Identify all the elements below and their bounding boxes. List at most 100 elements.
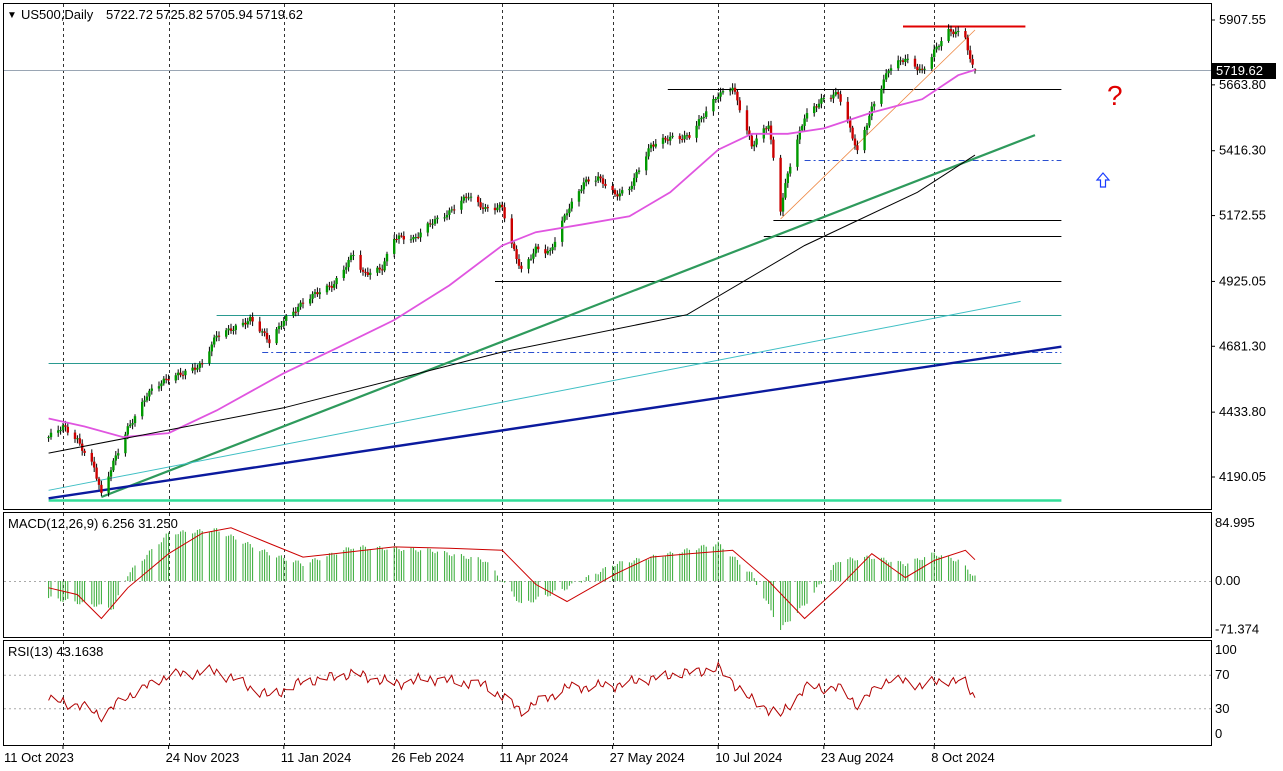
candle-body — [275, 329, 278, 344]
candle-body — [695, 125, 698, 138]
candle-body — [628, 188, 631, 191]
candle-body — [599, 176, 602, 179]
rsi-indicator — [4, 661, 1211, 723]
candle-body — [496, 207, 499, 211]
price-axis-label: 5907.55 — [1219, 12, 1266, 27]
candle-body — [414, 237, 417, 239]
candle-body — [685, 135, 689, 137]
candle-body — [462, 196, 465, 201]
candle-body — [577, 191, 581, 202]
ohlc-high: 5725.82 — [156, 7, 203, 22]
main-panel-frame — [3, 3, 1212, 510]
candle-body — [179, 372, 182, 375]
candle-body — [393, 238, 396, 254]
candle-body — [755, 138, 758, 145]
candle-body — [448, 210, 451, 215]
candle-body — [901, 60, 905, 63]
candle-body — [299, 302, 302, 307]
candle-body — [292, 311, 295, 316]
candle-body — [935, 46, 938, 50]
candle-body — [301, 302, 305, 304]
candle-body — [697, 119, 701, 126]
candle-body — [409, 239, 413, 241]
candle-body — [201, 363, 204, 365]
candle-body — [834, 92, 837, 95]
candle-body — [184, 370, 187, 376]
candle-body — [503, 207, 506, 219]
candle-body — [851, 127, 854, 139]
macd-signal-line — [48, 527, 976, 620]
candle-body — [64, 425, 67, 427]
candle-body — [369, 272, 372, 275]
candle-body — [285, 315, 288, 321]
candle-body — [364, 271, 367, 273]
date-axis-label: 8 Oct 2024 — [931, 750, 995, 765]
candle-body — [261, 331, 264, 333]
trendline — [48, 345, 1062, 500]
candle-body — [481, 207, 485, 209]
candle-body — [954, 31, 957, 35]
candle-body — [318, 292, 321, 295]
candle-body — [822, 97, 825, 99]
candle-body — [563, 215, 566, 221]
trendline — [780, 29, 976, 220]
candle-body — [97, 478, 101, 485]
candle-body — [167, 379, 170, 381]
macd-label: MACD(12,26,9) 6.256 31.250 — [8, 516, 178, 531]
candle-body — [585, 179, 588, 183]
price-axis-label: 4433.80 — [1219, 404, 1266, 419]
candle-body — [335, 278, 338, 285]
question-mark-annotation: ? — [1107, 80, 1123, 111]
candle-body — [839, 94, 842, 102]
date-axis-label: 11 Apr 2024 — [499, 750, 568, 765]
axes: 5907.55 5663.80 5416.30 5172.55 4925.05 4681.… — [4, 12, 1266, 765]
date-axis-label: 10 Jul 2024 — [715, 750, 782, 765]
candle-body — [837, 92, 840, 95]
candle-body — [352, 254, 355, 256]
candle-body — [897, 60, 900, 69]
header-dropdown-icon[interactable]: ▼ — [7, 10, 17, 21]
candle-body — [400, 235, 403, 237]
price-candles — [47, 24, 977, 497]
candle-body — [669, 136, 672, 141]
candle-body — [880, 88, 883, 104]
candle-body — [582, 182, 585, 190]
candle-body — [957, 31, 960, 33]
candle-body — [361, 269, 365, 272]
candle-body — [263, 331, 266, 333]
price-axis-label: 5416.30 — [1219, 143, 1266, 158]
candle-body — [112, 460, 115, 471]
candle-body — [966, 37, 969, 51]
candle-body — [654, 143, 657, 147]
candle-body — [486, 207, 489, 209]
candle-body — [479, 202, 482, 208]
candle-body — [385, 253, 389, 262]
candle-body — [537, 246, 540, 250]
candle-body — [681, 139, 684, 141]
candle-body — [246, 321, 249, 325]
candle-body — [114, 455, 117, 461]
candle-body — [412, 237, 415, 240]
horizontal-levels — [4, 25, 1211, 502]
candle-body — [921, 68, 924, 70]
candle-body — [443, 217, 446, 219]
candle-body — [160, 383, 163, 387]
candle-body — [829, 97, 833, 99]
ohlc-open: 5722.72 — [106, 7, 153, 22]
candle-body — [688, 135, 691, 138]
candle-body — [124, 434, 127, 454]
candle-body — [784, 183, 787, 198]
candle-body — [846, 101, 849, 121]
candle-body — [772, 139, 775, 158]
candle-body — [930, 57, 933, 69]
candle-body — [78, 438, 81, 444]
candle-body — [813, 106, 816, 114]
hollow-up-arrow-icon — [1095, 172, 1111, 188]
candle-body — [165, 378, 168, 380]
current-price-marker — [1212, 63, 1276, 79]
rsi-axis-label: 100 — [1215, 642, 1237, 657]
candle-body — [268, 339, 271, 344]
candle-body — [815, 106, 818, 108]
moving-averages — [48, 69, 976, 454]
